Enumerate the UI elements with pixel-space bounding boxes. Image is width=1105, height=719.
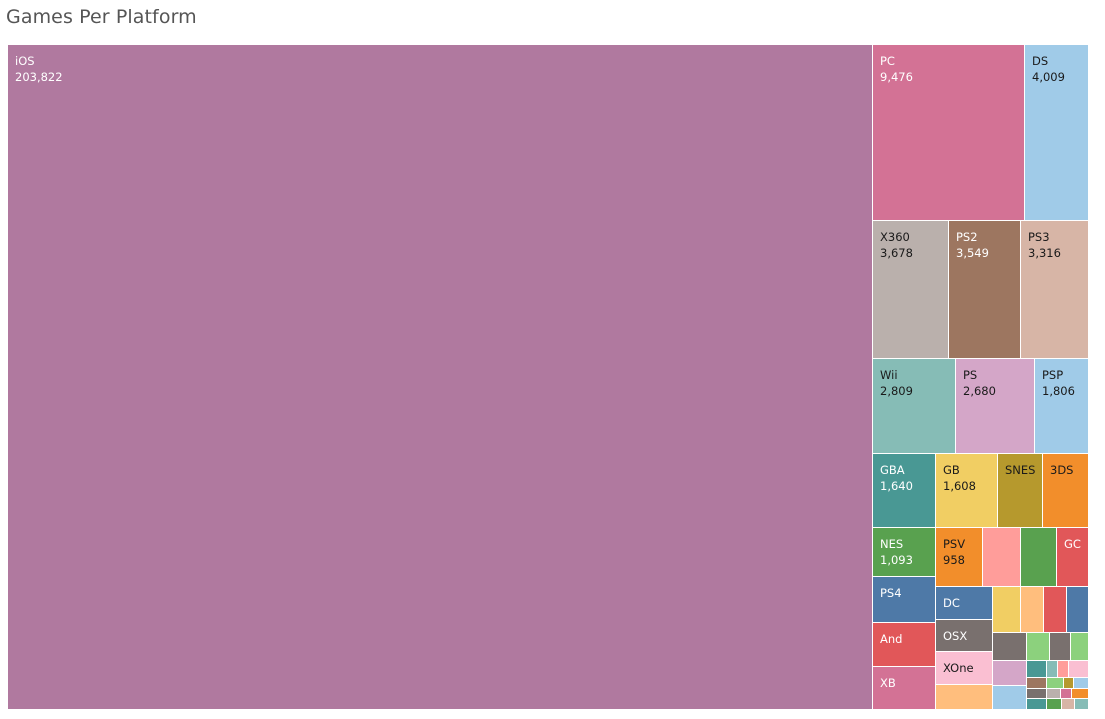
cell-unlabeled[interactable]	[1047, 661, 1057, 677]
cell-unlabeled[interactable]	[983, 528, 1020, 586]
cell-label-x360: X360	[880, 230, 910, 244]
cell-label-xb: XB	[880, 676, 896, 690]
cell-xb[interactable]	[873, 667, 935, 709]
cell-unlabeled[interactable]	[1021, 587, 1043, 632]
cell-ps3[interactable]	[1021, 221, 1088, 358]
cell-label-ps3: PS3	[1028, 230, 1050, 244]
cell-gc[interactable]	[1057, 528, 1088, 586]
cell-x360[interactable]	[873, 221, 948, 358]
cell-label-ps: PS	[963, 368, 977, 382]
cell-nes[interactable]	[873, 528, 935, 576]
cell-osx[interactable]	[936, 620, 992, 651]
cell-label-ps4: PS4	[880, 586, 902, 600]
cell-psv[interactable]	[936, 528, 982, 586]
cell-label-gb: GB	[943, 463, 960, 477]
cell-ios[interactable]	[8, 45, 872, 709]
cell-unlabeled[interactable]	[1071, 633, 1088, 660]
cell-label-xone: XOne	[943, 661, 974, 675]
cell-wii[interactable]	[873, 359, 955, 453]
cell-value-pc: 9,476	[880, 70, 913, 84]
cell-label-snes: SNES	[1005, 463, 1035, 477]
cell-label-nes: NES	[880, 537, 903, 551]
cell-unlabeled[interactable]	[1047, 678, 1063, 688]
cell-label-dc: DC	[943, 596, 960, 610]
cell-3ds[interactable]	[1043, 454, 1088, 527]
cell-label-psp: PSP	[1042, 368, 1063, 382]
cell-label-3ds: 3DS	[1050, 463, 1073, 477]
cell-unlabeled[interactable]	[936, 685, 992, 709]
cell-unlabeled[interactable]	[1047, 689, 1060, 698]
cell-label-osx: OSX	[943, 629, 967, 643]
cell-unlabeled[interactable]	[1061, 689, 1071, 698]
cell-snes[interactable]	[998, 454, 1042, 527]
cell-value-ios: 203,822	[15, 70, 63, 84]
cell-label-ps2: PS2	[956, 230, 978, 244]
chart-title: Games Per Platform	[6, 6, 197, 28]
cell-and[interactable]	[873, 623, 935, 666]
cell-value-gba: 1,640	[880, 479, 913, 493]
cell-pc[interactable]	[873, 45, 1024, 220]
cell-value-ps2: 3,549	[956, 246, 989, 260]
cell-unlabeled[interactable]	[1072, 689, 1088, 698]
cell-value-ps3: 3,316	[1028, 246, 1061, 260]
cell-value-gb: 1,608	[943, 479, 976, 493]
cell-ps[interactable]	[956, 359, 1034, 453]
cell-label-pc: PC	[880, 54, 895, 68]
cell-unlabeled[interactable]	[993, 633, 1026, 660]
cell-unlabeled[interactable]	[1021, 528, 1056, 586]
cell-ps4[interactable]	[873, 577, 935, 622]
cell-ds[interactable]	[1025, 45, 1088, 220]
cell-unlabeled[interactable]	[1074, 678, 1088, 688]
cell-unlabeled[interactable]	[1050, 633, 1070, 660]
cell-label-psv: PSV	[943, 537, 965, 551]
cell-unlabeled[interactable]	[993, 686, 1026, 709]
cell-value-nes: 1,093	[880, 553, 913, 567]
cell-psp[interactable]	[1035, 359, 1088, 453]
cell-unlabeled[interactable]	[1027, 678, 1046, 688]
cell-value-x360: 3,678	[880, 246, 913, 260]
cell-unlabeled[interactable]	[1075, 699, 1088, 709]
cell-unlabeled[interactable]	[1027, 633, 1049, 660]
cell-unlabeled[interactable]	[1064, 678, 1073, 688]
cell-label-ds: DS	[1032, 54, 1048, 68]
cell-unlabeled[interactable]	[1069, 661, 1088, 677]
cell-value-wii: 2,809	[880, 384, 913, 398]
cell-ps2[interactable]	[949, 221, 1020, 358]
cell-unlabeled[interactable]	[1047, 699, 1061, 709]
cell-unlabeled[interactable]	[1027, 699, 1046, 709]
cell-unlabeled[interactable]	[1067, 587, 1088, 632]
cell-dc[interactable]	[936, 587, 992, 619]
cell-unlabeled[interactable]	[1058, 661, 1068, 677]
cell-value-psv: 958	[943, 553, 965, 567]
cell-unlabeled[interactable]	[1027, 661, 1046, 677]
cell-unlabeled[interactable]	[993, 587, 1020, 632]
cell-unlabeled[interactable]	[993, 661, 1026, 685]
cell-gba[interactable]	[873, 454, 935, 527]
cell-label-ios: iOS	[15, 54, 35, 68]
cell-unlabeled[interactable]	[1027, 689, 1046, 698]
cell-gb[interactable]	[936, 454, 997, 527]
cell-value-psp: 1,806	[1042, 384, 1075, 398]
cell-label-gc: GC	[1064, 537, 1081, 551]
cell-label-and: And	[880, 632, 902, 646]
cell-label-wii: Wii	[880, 368, 898, 382]
cell-unlabeled[interactable]	[1044, 587, 1066, 632]
cell-value-ps: 2,680	[963, 384, 996, 398]
cell-label-gba: GBA	[880, 463, 905, 477]
cell-value-ds: 4,009	[1032, 70, 1065, 84]
cell-xone[interactable]	[936, 652, 992, 684]
cell-unlabeled[interactable]	[1062, 699, 1074, 709]
